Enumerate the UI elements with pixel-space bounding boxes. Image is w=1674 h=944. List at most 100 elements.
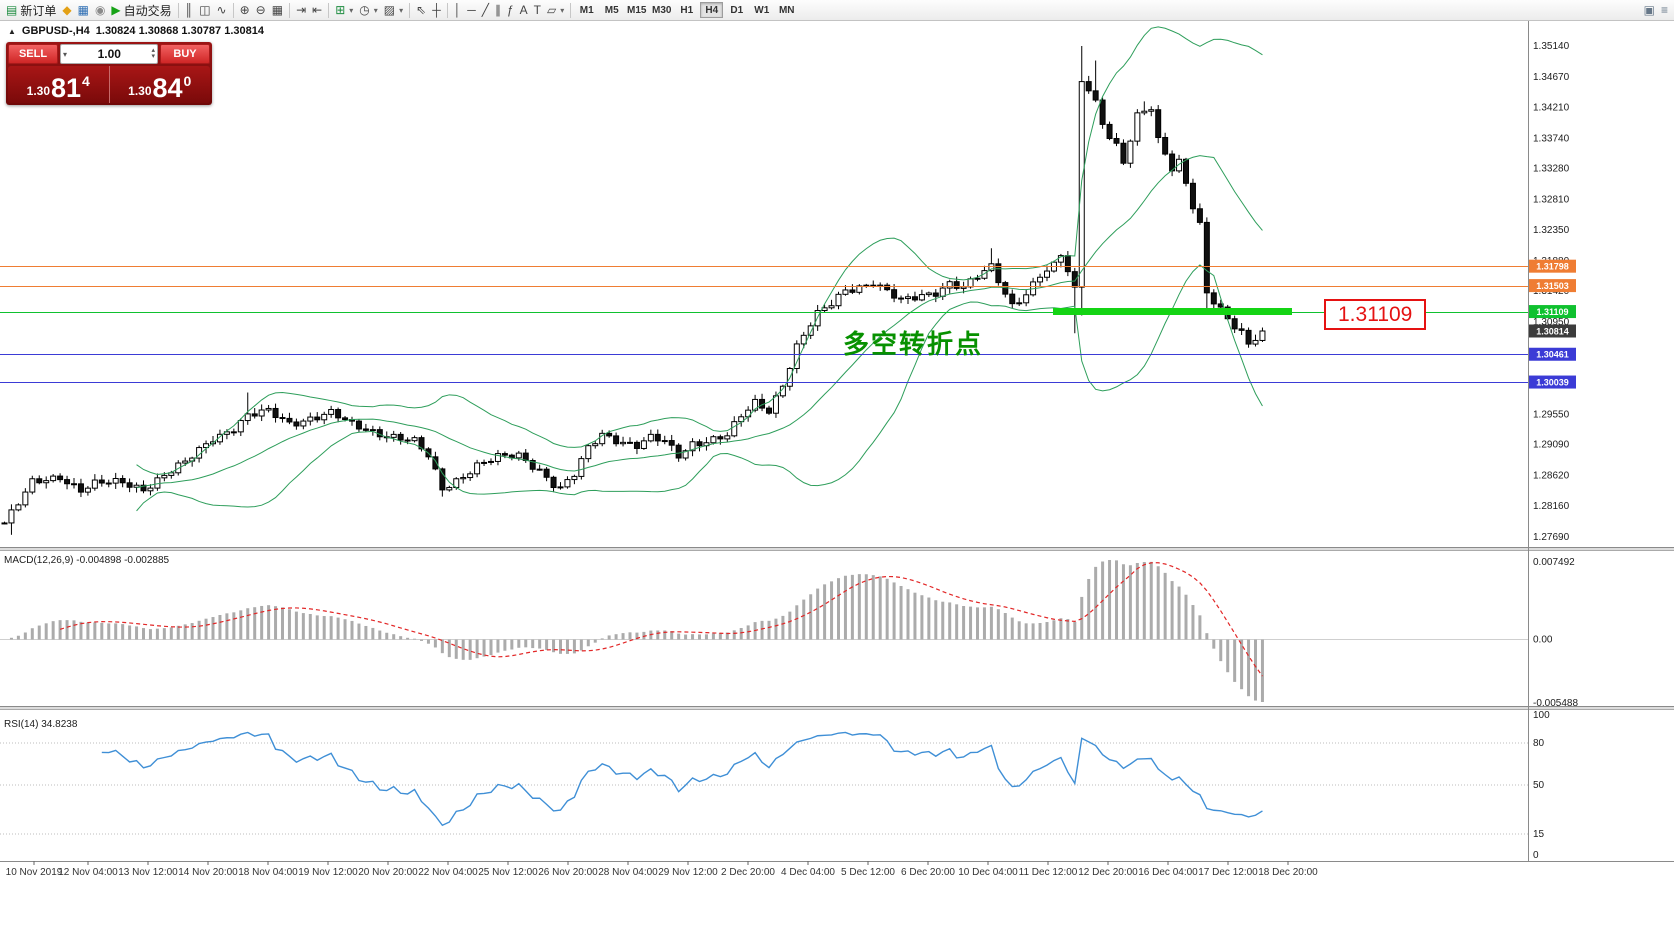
- timeframe-d1-button[interactable]: D1: [730, 4, 744, 16]
- autotrading-button[interactable]: ▶ 自动交易: [108, 1, 174, 19]
- candle: [946, 281, 953, 289]
- turning-point-annotation[interactable]: 多空转折点: [843, 329, 984, 359]
- arrows-button[interactable]: ▱ ▾: [544, 1, 567, 19]
- vertical-line-button[interactable]: │: [451, 1, 465, 19]
- candle: [321, 413, 328, 421]
- timeframe-m1-button[interactable]: M1: [579, 4, 594, 16]
- candle: [84, 487, 91, 493]
- timeframe-m30-button[interactable]: M30: [652, 4, 672, 16]
- volume-dropdown-icon[interactable]: ▾: [63, 49, 68, 59]
- zoom-out-button[interactable]: ⊖: [253, 1, 269, 19]
- timeframe-m15-button[interactable]: M15: [627, 4, 647, 16]
- templates-caret-icon[interactable]: ▾: [399, 5, 404, 15]
- auto-scroll-button[interactable]: ⇥: [293, 1, 309, 19]
- symbol-period-label: GBPUSD-,H4: [21, 25, 90, 37]
- candle: [1113, 137, 1120, 144]
- chart-profiles-button[interactable]: ▦: [75, 1, 92, 19]
- candle: [967, 278, 974, 288]
- candle: [1231, 318, 1238, 330]
- volume-input[interactable]: ▾ 1.00 ▴ ▾: [60, 44, 158, 64]
- timeframe-w1-button[interactable]: W1: [754, 4, 770, 16]
- bollinger-middle: [136, 155, 1263, 489]
- indicators-button[interactable]: ⊞ ▾: [332, 1, 356, 19]
- timeframe-mn-button[interactable]: MN: [778, 4, 795, 16]
- zoom-in-button[interactable]: ⊕: [237, 1, 253, 19]
- buy-price-display[interactable]: 1.30 84 0: [109, 66, 210, 103]
- window-menu-icon[interactable]: ≡: [1660, 3, 1668, 17]
- indicators-caret-icon[interactable]: ▾: [349, 5, 354, 15]
- date-label: 14 Nov 20:00: [178, 867, 238, 878]
- crosshair-button[interactable]: ┼: [429, 1, 444, 19]
- periods-caret-icon[interactable]: ▾: [373, 5, 378, 15]
- price-scale-label: 1.30950: [1533, 317, 1570, 328]
- candle: [891, 289, 898, 299]
- candle: [898, 297, 905, 300]
- line-chart-button[interactable]: ∿: [214, 1, 230, 19]
- timeframe-h1-button[interactable]: H1: [680, 4, 694, 16]
- timeframe-m5-button[interactable]: M5: [604, 4, 619, 16]
- sell-price-display[interactable]: 1.30 81 4: [8, 66, 110, 103]
- text-label-button[interactable]: T: [531, 1, 544, 19]
- sell-button[interactable]: SELL: [8, 44, 58, 64]
- indicators-icon: ⊞: [335, 3, 346, 17]
- candle: [606, 432, 613, 437]
- rsi-scale-label: 80: [1533, 738, 1545, 749]
- bar-chart-button[interactable]: ║: [182, 1, 197, 19]
- trendline-button[interactable]: ╱: [479, 1, 492, 19]
- mql5-button[interactable]: ◆: [59, 1, 74, 19]
- fibonacci-button[interactable]: ƒ: [504, 1, 517, 19]
- price-level-label[interactable]: 1.31109: [1324, 299, 1427, 330]
- chart-shift-button[interactable]: ⇤: [309, 1, 325, 19]
- candle: [112, 478, 119, 484]
- volume-value[interactable]: 1.00: [97, 47, 121, 61]
- auto-scroll-icon: ⇥: [296, 3, 307, 17]
- rsi-scale-label: 100: [1533, 710, 1550, 721]
- text-button[interactable]: A: [517, 1, 531, 19]
- candle: [835, 293, 842, 307]
- candlestick-chart-button[interactable]: ◫: [196, 1, 213, 19]
- ohlc-values: 1.30824 1.30868 1.30787 1.30814: [95, 25, 264, 37]
- candle: [932, 292, 939, 297]
- chart-shift-icon: ⇤: [312, 3, 323, 17]
- buy-button[interactable]: BUY: [160, 44, 210, 64]
- candle: [501, 453, 508, 456]
- candle: [1148, 109, 1155, 112]
- templates-button[interactable]: ▨ ▾: [381, 1, 406, 19]
- candle: [772, 395, 779, 414]
- toolbar-separator: [232, 2, 234, 18]
- price-scale-label: 1.35140: [1533, 41, 1570, 52]
- candle: [362, 428, 369, 431]
- candle: [369, 429, 376, 432]
- timeframe-h4-button[interactable]: H4: [700, 2, 724, 18]
- candle: [314, 416, 321, 421]
- macd-scale-label: 0.007492: [1533, 557, 1575, 568]
- autotrading-icon: ▶: [111, 3, 121, 17]
- toolbar-separator: [328, 2, 330, 18]
- toolbar-separator: [177, 2, 179, 18]
- candle: [293, 421, 300, 427]
- cursor-button[interactable]: ⇖: [413, 1, 429, 19]
- horizontal-line-button[interactable]: ─: [464, 1, 479, 19]
- collapse-icon[interactable]: ▲: [8, 26, 16, 36]
- candle: [856, 285, 863, 293]
- equidistant-channel-button[interactable]: ∥: [492, 1, 504, 19]
- window-restore-icon[interactable]: ▣: [1643, 3, 1655, 17]
- arrows-caret-icon[interactable]: ▾: [560, 5, 565, 15]
- volume-increase-icon[interactable]: ▴: [151, 47, 155, 54]
- periods-button[interactable]: ◷ ▾: [356, 1, 381, 19]
- alerts-button[interactable]: ◉: [92, 1, 108, 19]
- price-scale-label: 1.34210: [1533, 102, 1570, 113]
- candle: [550, 476, 557, 489]
- toolbar-separator: [570, 2, 572, 18]
- candle: [1044, 270, 1050, 278]
- price-scale-label: 1.34670: [1533, 72, 1570, 83]
- candle: [481, 461, 488, 464]
- volume-decrease-icon[interactable]: ▾: [151, 53, 155, 60]
- candle: [355, 420, 362, 430]
- candle: [738, 416, 745, 423]
- candle: [105, 482, 112, 485]
- new-order-button[interactable]: ▤ 新订单: [3, 1, 59, 19]
- tile-windows-button[interactable]: ▦: [269, 1, 286, 19]
- price-tag: [1529, 305, 1576, 319]
